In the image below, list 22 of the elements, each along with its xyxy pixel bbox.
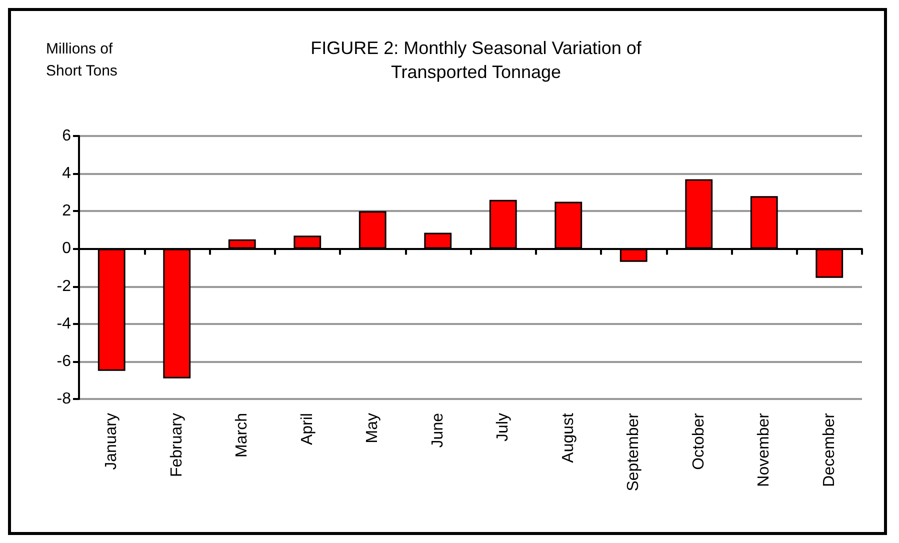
x-tick-label: August	[560, 412, 577, 463]
y-tick-label: 0	[62, 240, 72, 258]
y-tick-label: -4	[56, 315, 72, 332]
y-tick-label: -8	[56, 390, 72, 408]
x-tick-label: October	[690, 412, 708, 470]
x-tick-label: November	[756, 412, 773, 487]
x-tick-label: April	[298, 413, 316, 446]
x-tick-label: May	[364, 413, 382, 444]
x-tick-label: March	[234, 413, 251, 458]
x-tick-label: December	[820, 412, 838, 487]
y-tick-label: -2	[56, 278, 72, 295]
chart-title: FIGURE 2: Monthly Seasonal Variation of Transported Tonnage	[310, 38, 642, 82]
y-tick-label: 6	[62, 128, 72, 144]
x-tick-label: September	[625, 412, 642, 492]
x-tick-label: February	[168, 413, 186, 478]
x-tick-label: January	[103, 413, 120, 470]
y-tick-label: 2	[62, 202, 72, 220]
y-axis-title: Millions of Short Tons	[46, 40, 118, 80]
x-tick-label: June	[429, 412, 446, 448]
y-tick-label: 4	[62, 165, 72, 182]
y-tick-label: -6	[56, 352, 72, 370]
x-tick-label: July	[494, 413, 512, 442]
